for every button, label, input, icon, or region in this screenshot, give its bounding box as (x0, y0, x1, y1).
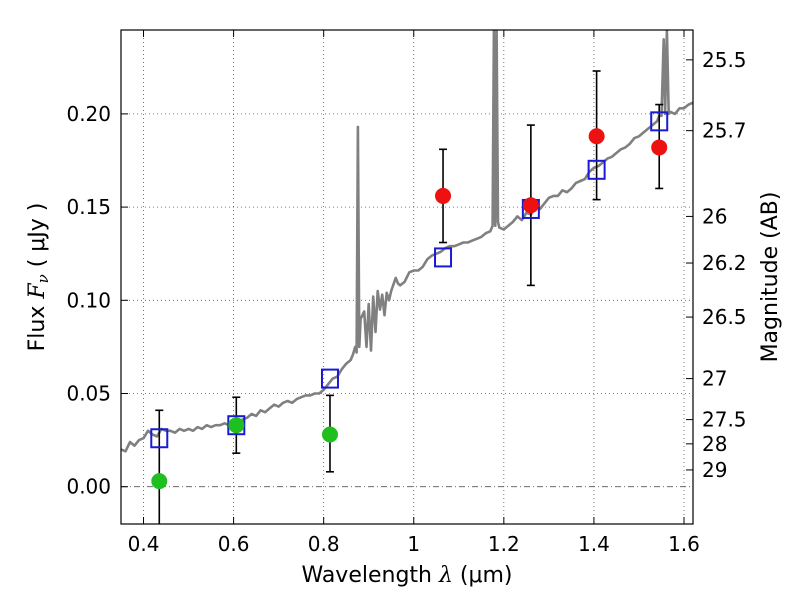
y-tick-label: 0.10 (66, 288, 111, 312)
y-tick-label: 0.15 (66, 195, 111, 219)
red-data-point (435, 187, 452, 204)
right-axis-label: Magnitude (AB) (758, 192, 783, 363)
plot-area (121, 30, 693, 524)
red-data-point (588, 128, 605, 145)
magnitude-tick-label: 25.7 (702, 119, 747, 143)
model-spectrum-line (121, 30, 693, 453)
green-data-point (321, 426, 338, 443)
model-photometry-square (434, 247, 453, 268)
x-tick-label: 1 (407, 532, 420, 556)
magnitude-tick-label: 26.2 (702, 251, 747, 275)
points-layer (150, 111, 669, 490)
x-tick-label: 1.4 (578, 532, 610, 556)
errorbars-layer (155, 70, 664, 524)
x-tick-label: 1.2 (488, 532, 520, 556)
model-photometry-square (650, 111, 669, 132)
x-tick-label: 0.8 (308, 532, 340, 556)
y-tick-label: 0.20 (66, 102, 111, 126)
x-tick-label: 0.6 (218, 532, 250, 556)
y-tick-label: 0.00 (66, 475, 111, 499)
green-data-point (228, 417, 245, 434)
model-photometry-square (150, 428, 169, 449)
red-data-point (522, 197, 539, 214)
model-photometry-square (320, 368, 339, 389)
magnitude-tick-label: 28 (702, 432, 727, 456)
x-axis-label: Wavelength λ (μm) (301, 563, 512, 588)
magnitude-tick-label: 29 (702, 458, 727, 482)
grid-layer (121, 30, 693, 524)
magnitude-tick-label: 26.5 (702, 305, 747, 329)
x-tick-label: 1.6 (668, 532, 700, 556)
ticks-layer: 0.4 0.6 0.8 1 1.2 1.4 1.6 0.00 0.05 0.10 0.15 0.20 2… (66, 30, 747, 556)
magnitude-tick-label: 27.5 (702, 408, 747, 432)
red-data-point (651, 139, 668, 156)
green-data-point (151, 473, 168, 490)
magnitude-tick-label: 26 (702, 204, 727, 228)
model-photometry-square (587, 159, 606, 180)
plot-frame (120, 29, 694, 525)
y-tick-label: 0.05 (66, 382, 111, 406)
magnitude-tick-label: 25.5 (702, 48, 747, 72)
magnitude-tick-label: 27 (702, 367, 727, 391)
x-tick-label: 0.4 (128, 532, 160, 556)
y-axis-label: Flux Fν ( μJy ) (25, 203, 52, 352)
